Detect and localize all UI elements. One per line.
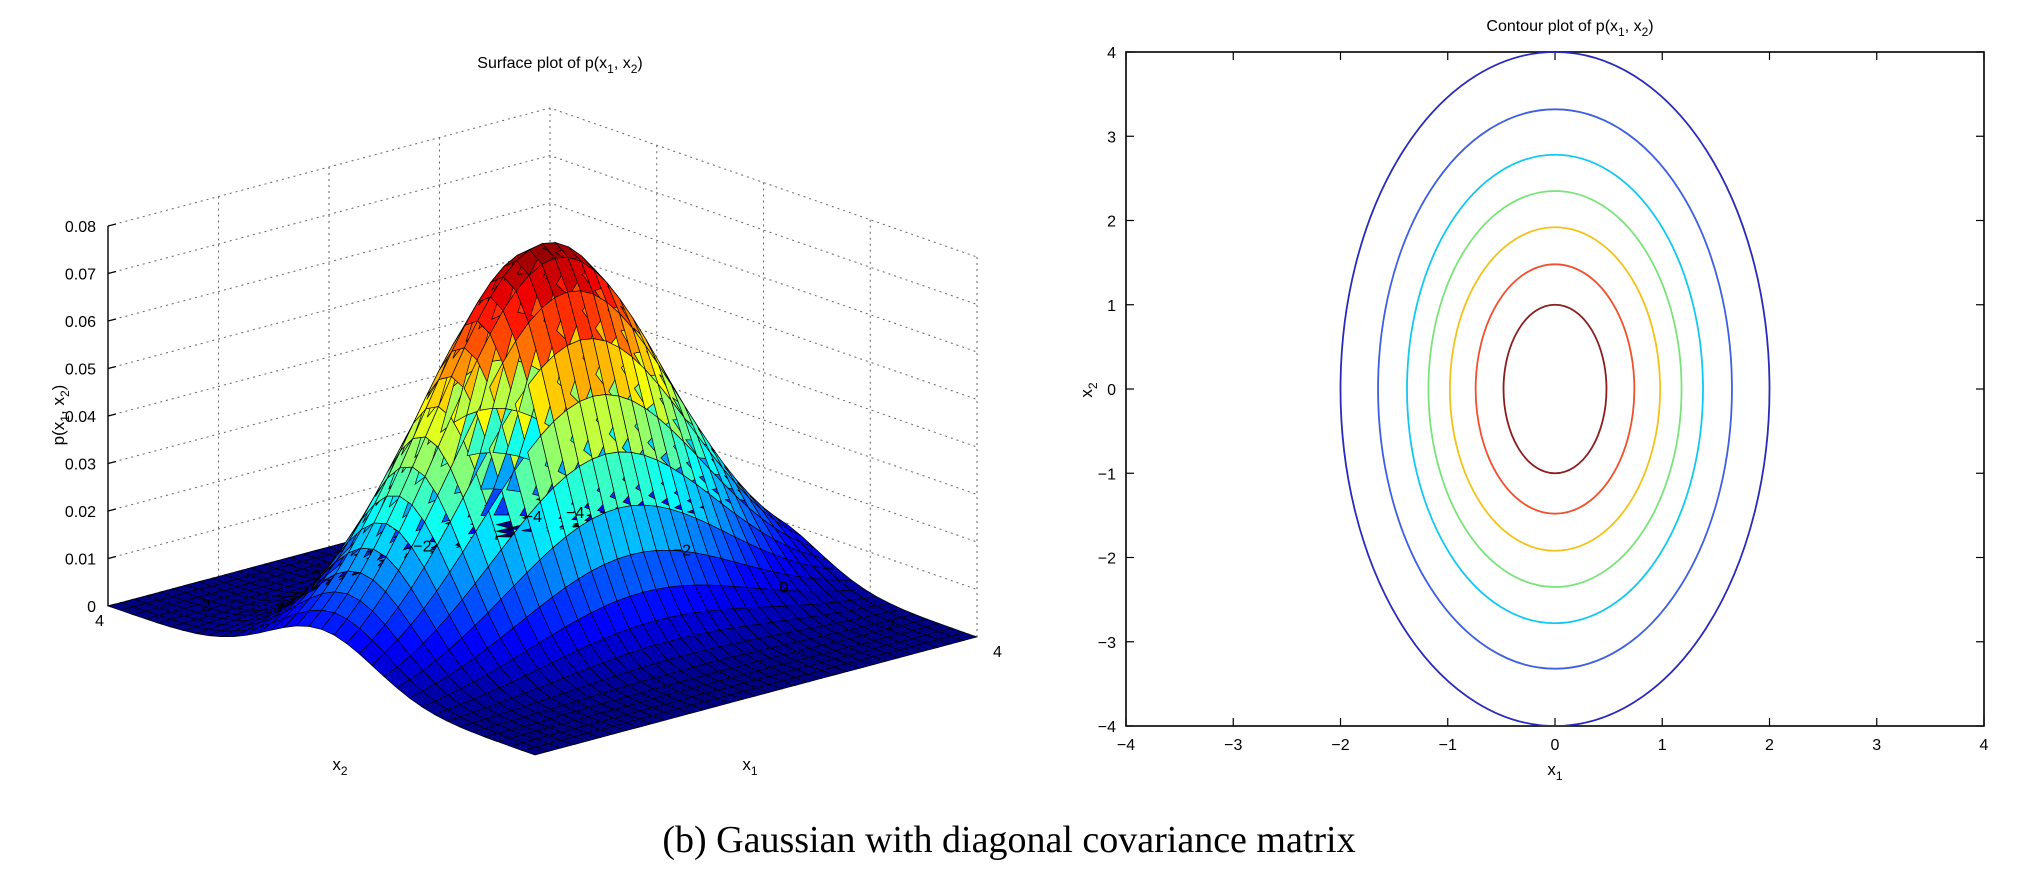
contour-x-tick: −1 bbox=[1439, 737, 1457, 754]
surface-z-tickmark bbox=[107, 508, 117, 512]
surface-z-tickmark bbox=[107, 318, 117, 322]
surface-x1-label: x1 bbox=[742, 755, 758, 778]
contour-x-tick: 2 bbox=[1765, 737, 1774, 754]
contour-x-tick: 0 bbox=[1551, 737, 1560, 754]
contour-level-line bbox=[1406, 153, 1704, 625]
surface-patch bbox=[950, 632, 979, 641]
surface-z-tick: 0.05 bbox=[65, 362, 96, 379]
contour-plot: Contour plot of p(x1, x2) −4 −3 −2 −1 0 1 2 3 4 4… bbox=[1077, 18, 1989, 783]
surface-z-tickmark bbox=[107, 223, 117, 227]
surface-plot: Surface plot of p(x1, x2) 00.010.020.030… bbox=[49, 55, 1002, 778]
contour-y-tick: 1 bbox=[1107, 298, 1116, 315]
figure: Surface plot of p(x1, x2) 00.010.020.030… bbox=[49, 18, 1989, 783]
surface-z-tickmark bbox=[107, 555, 117, 560]
surface-mesh bbox=[106, 241, 979, 756]
surface-x1-tick: −4 bbox=[566, 505, 584, 522]
contour-x-tick: −4 bbox=[1117, 737, 1135, 754]
surface-x1-tick: 0 bbox=[780, 580, 789, 597]
contour-x1-label: x1 bbox=[1547, 760, 1563, 783]
surface-z-gridline bbox=[107, 107, 978, 258]
contour-y-tick: 2 bbox=[1107, 214, 1116, 231]
contour-level-line bbox=[1502, 303, 1608, 475]
surface-z-tickmark bbox=[107, 413, 117, 417]
contour-y-tick: −3 bbox=[1098, 635, 1116, 652]
surface-z-tick: 0.07 bbox=[65, 267, 96, 284]
contour-level-line bbox=[1339, 52, 1771, 726]
surface-tick-labels: 0 0.01 0.02 0.03 0.04 0.05 0.06 0.07 0.08 4 2 0 −2 −4… bbox=[65, 219, 1002, 661]
surface-x2-tick: 2 bbox=[202, 598, 211, 615]
surface-x2-tick: −4 bbox=[524, 509, 542, 526]
contour-level-line bbox=[1427, 190, 1683, 588]
contour-x-tick: 1 bbox=[1658, 737, 1667, 754]
surface-z-gridline bbox=[107, 202, 978, 353]
contour-x-tick: −2 bbox=[1331, 737, 1349, 754]
surface-x1-tick: −2 bbox=[673, 542, 691, 559]
contour-y-tick: −4 bbox=[1098, 719, 1116, 736]
contour-y-tick: −1 bbox=[1098, 466, 1116, 483]
surface-z-tickmark bbox=[107, 365, 117, 370]
contour-x-tick: −3 bbox=[1224, 737, 1242, 754]
contour-x-tick: 3 bbox=[1872, 737, 1881, 754]
contour-y-tick: 3 bbox=[1107, 129, 1116, 146]
contour-axes-box bbox=[1125, 51, 1985, 727]
contour-x2-label: x2 bbox=[1077, 382, 1100, 398]
contour-ticks: −4 −3 −2 −1 0 1 2 3 4 4 3 2 1 0 −1 −2 −3 −4 bbox=[1098, 45, 1989, 754]
surface-z-tick: 0.02 bbox=[65, 504, 96, 521]
surface-z-tick: 0.01 bbox=[65, 552, 96, 569]
surface-z-tickmark bbox=[107, 270, 117, 275]
figure-caption: (b) Gaussian with diagonal covariance ma… bbox=[662, 819, 1356, 861]
surface-z-gridline bbox=[107, 154, 978, 305]
surface-z-tick: 0.04 bbox=[65, 409, 96, 426]
contour-y-tick: 4 bbox=[1107, 45, 1116, 62]
contour-y-tick: 0 bbox=[1107, 382, 1116, 399]
surface-x2-tick: 4 bbox=[95, 613, 104, 630]
surface-x1-tick: 4 bbox=[993, 644, 1002, 661]
surface-z-tick: 0.08 bbox=[65, 219, 96, 236]
contour-level-line bbox=[1377, 108, 1733, 670]
surface-x2-tick: 0 bbox=[312, 568, 321, 585]
surface-x2-label: x2 bbox=[332, 755, 348, 778]
surface-z-tickmark bbox=[107, 460, 117, 465]
surface-z-tick: 0.03 bbox=[65, 457, 96, 474]
contour-x-tick: 4 bbox=[1980, 737, 1989, 754]
surface-title: Surface plot of p(x1, x2) bbox=[477, 55, 642, 76]
contour-level-line bbox=[1474, 263, 1636, 515]
surface-z-tick: 0 bbox=[87, 599, 96, 616]
surface-z-tick: 0.06 bbox=[65, 314, 96, 331]
contour-title: Contour plot of p(x1, x2) bbox=[1486, 18, 1653, 39]
contour-level-line bbox=[1448, 226, 1662, 552]
surface-z-label: p(x1, x2) bbox=[49, 385, 72, 446]
surface-x1-tick: 2 bbox=[886, 617, 895, 634]
contour-lines bbox=[1339, 52, 1771, 726]
contour-y-tick: −2 bbox=[1098, 551, 1116, 568]
surface-x2-tick: −2 bbox=[413, 539, 431, 556]
